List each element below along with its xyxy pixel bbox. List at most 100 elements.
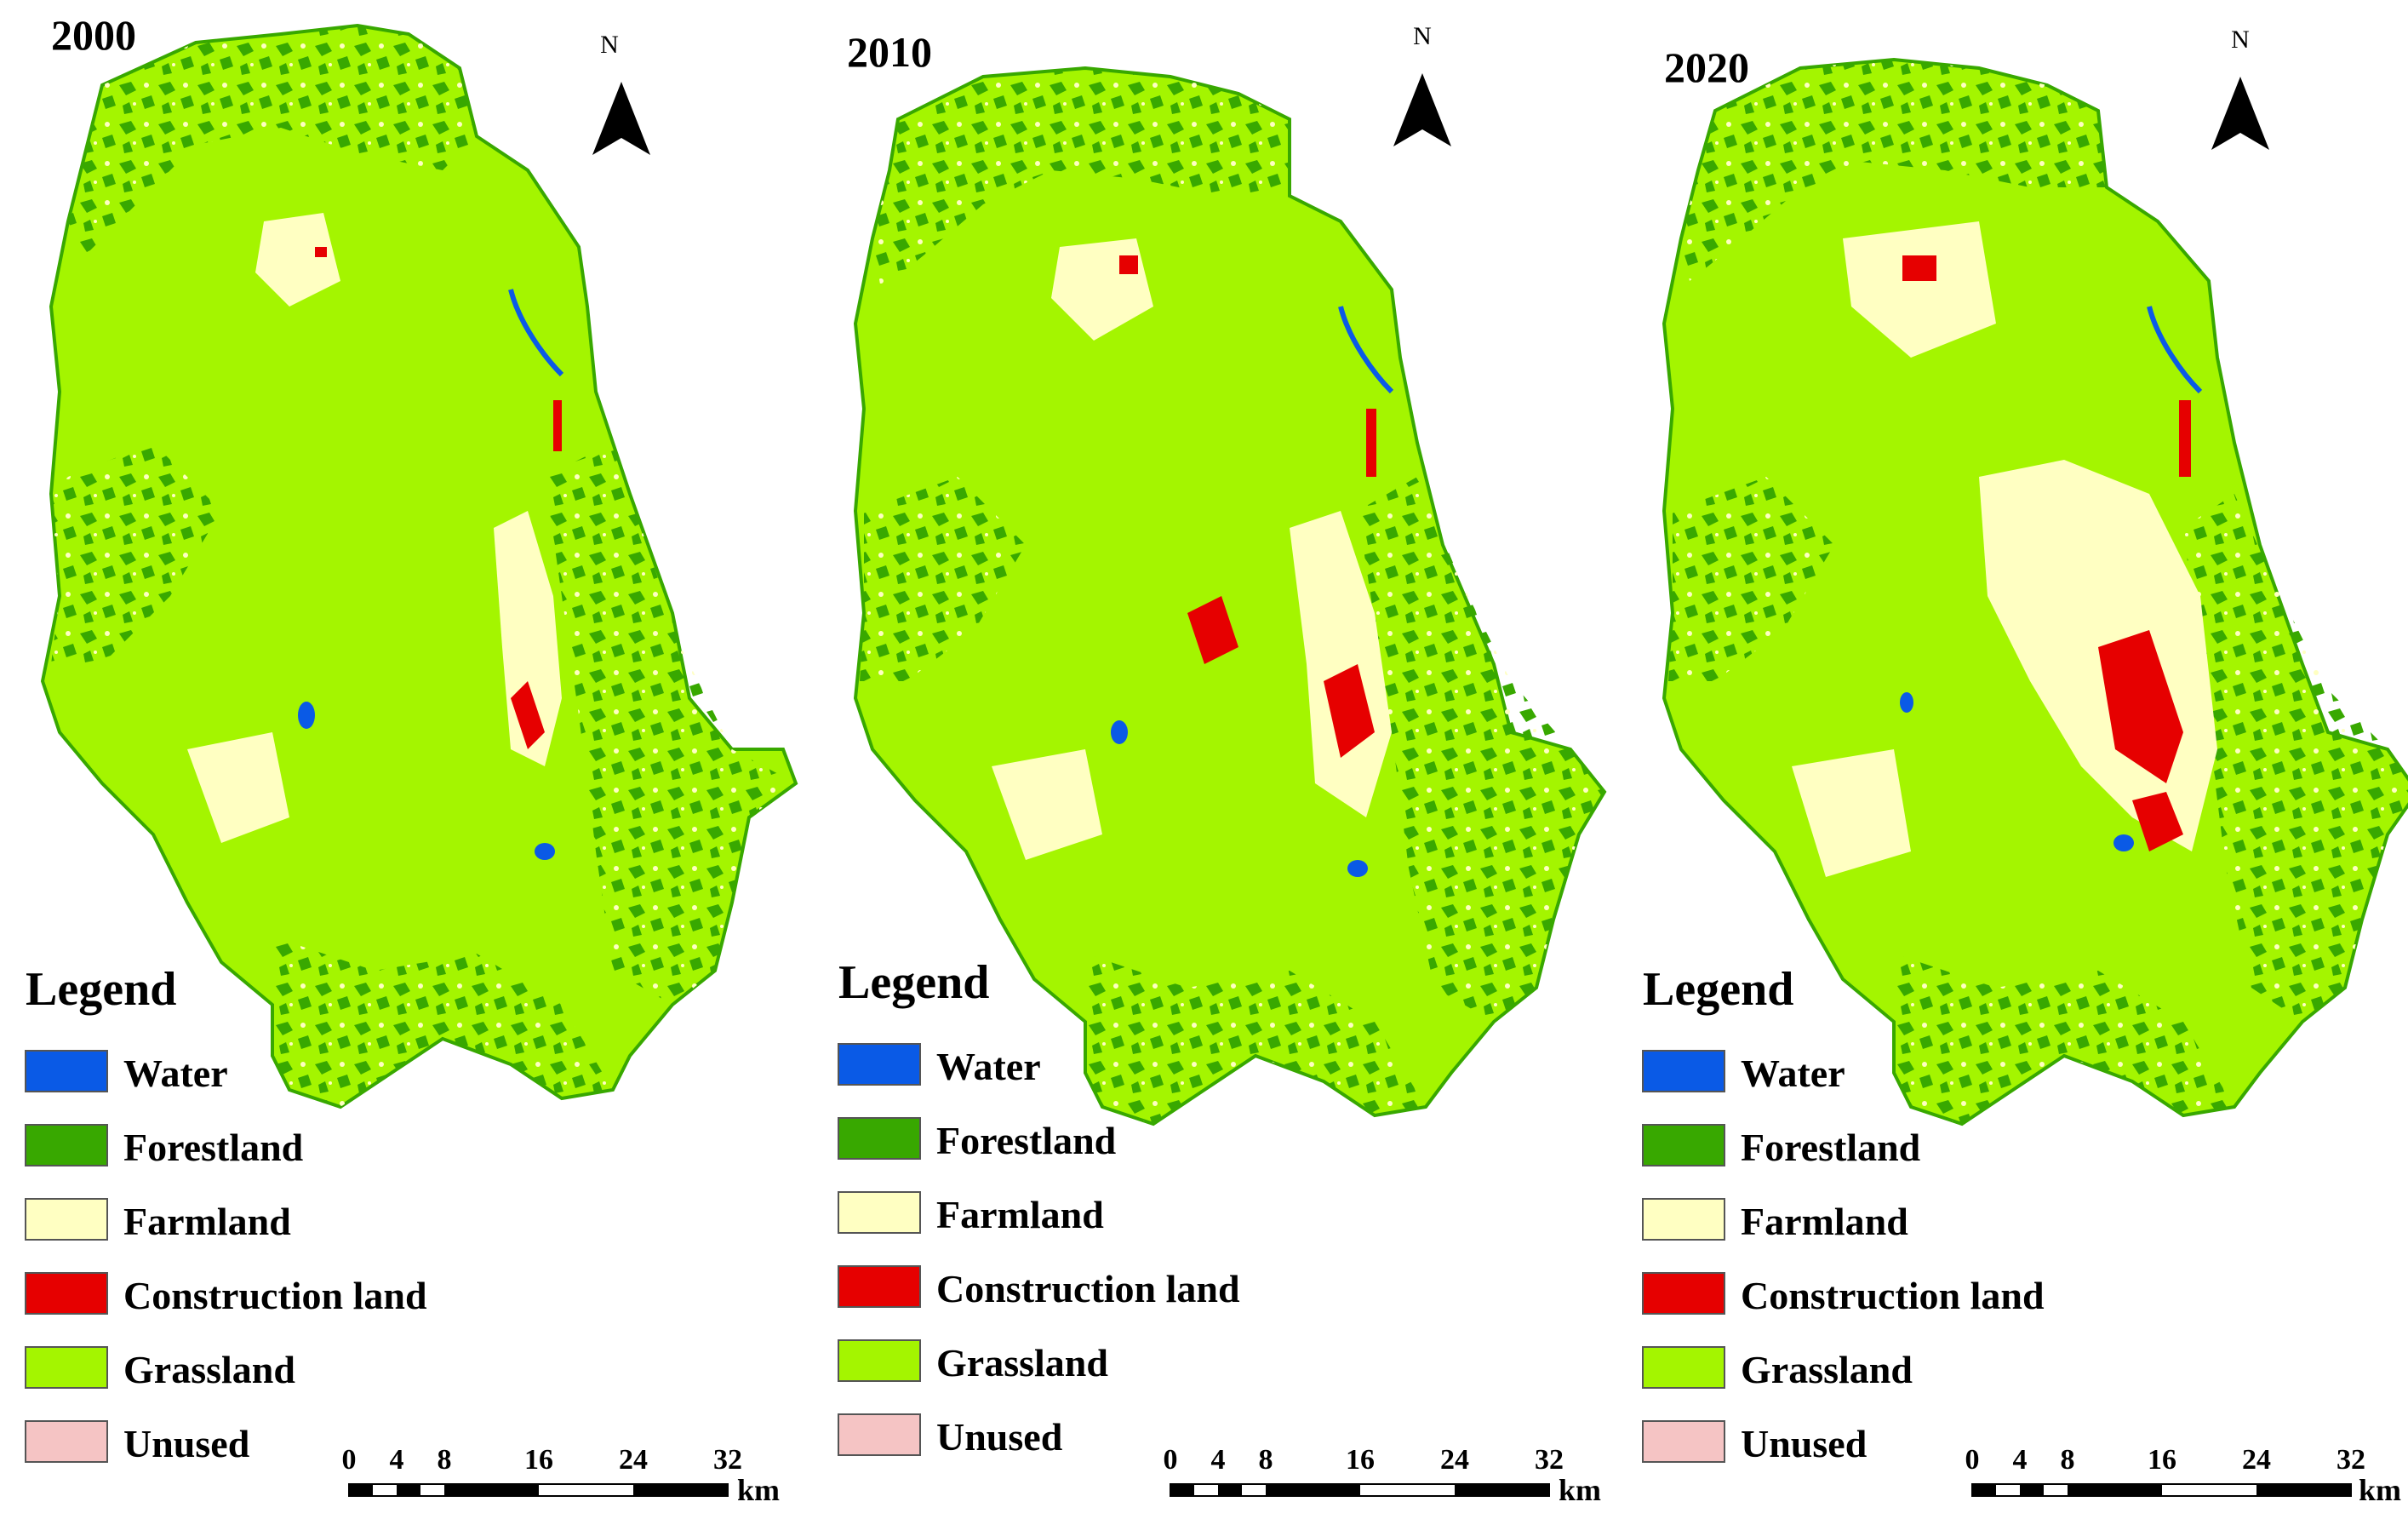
- construction-corridor: [553, 400, 562, 451]
- construction-west: [1187, 596, 1238, 664]
- scale-tick-label: 4: [2013, 1444, 2028, 1476]
- svg-text:Forestland: Forestland: [1741, 1126, 1921, 1169]
- construction-corridor: [1366, 409, 1376, 477]
- forestland-north: [1681, 60, 2107, 281]
- scale-tick-label: 16: [1346, 1444, 1375, 1476]
- svg-text:Construction land: Construction land: [936, 1267, 1240, 1310]
- legend-item-unused: Unused: [838, 1413, 1063, 1459]
- lake: [2113, 834, 2134, 851]
- panel-2000: 2000 N Legend Water: [25, 11, 798, 1507]
- river: [2147, 306, 2203, 394]
- legend: Legend Water Forestland Farmland Constru…: [25, 963, 427, 1465]
- legend-item-unused: Unused: [1642, 1420, 1867, 1465]
- legend-item-grassland: Grassland: [1642, 1346, 1913, 1391]
- scale-tick-label: 16: [524, 1444, 553, 1476]
- farmland-valley: [494, 511, 562, 766]
- scale-tick-label: 8: [438, 1444, 452, 1476]
- legend-title: Legend: [26, 963, 176, 1016]
- scale-unit-label: km: [2359, 1473, 2401, 1507]
- svg-text:Water: Water: [1741, 1052, 1845, 1095]
- forestland-east: [2183, 494, 2408, 1022]
- legend-item-grassland: Grassland: [25, 1346, 295, 1391]
- svg-text:Unused: Unused: [123, 1422, 250, 1465]
- svg-text:Forestland: Forestland: [123, 1126, 304, 1169]
- forestland-west: [860, 477, 1026, 681]
- scale-tick-label: 8: [2061, 1444, 2075, 1476]
- legend-title: Legend: [838, 956, 989, 1009]
- panel-2010: 2010 N Legend Water: [838, 22, 1607, 1507]
- river: [1338, 306, 1394, 394]
- panel-year-label: 2010: [847, 28, 932, 76]
- forestland-north: [872, 68, 1290, 289]
- scale-tick-label: 24: [1440, 1444, 1469, 1476]
- forestland-north: [68, 26, 477, 255]
- legend-item-water: Water: [25, 1050, 228, 1095]
- construction-village: [1902, 255, 1936, 281]
- farmland-sw: [992, 749, 1102, 860]
- svg-text:Construction land: Construction land: [1741, 1274, 2045, 1317]
- scale-tick-label: 24: [619, 1444, 648, 1476]
- scale-tick-label: 0: [1164, 1444, 1178, 1476]
- farmland-sw: [187, 732, 289, 843]
- forestland-south: [272, 937, 613, 1107]
- legend-item-construction-land: Construction land: [838, 1265, 1240, 1310]
- legend-item-water: Water: [1642, 1050, 1845, 1095]
- north-arrow-icon: N: [1393, 22, 1451, 146]
- lake: [535, 843, 555, 860]
- forestland-west: [51, 443, 221, 664]
- construction-village: [1119, 255, 1138, 274]
- svg-text:Forestland: Forestland: [936, 1119, 1117, 1162]
- construction-town: [2098, 630, 2183, 783]
- scale-tick-label: 16: [2148, 1444, 2176, 1476]
- svg-text:Farmland: Farmland: [936, 1193, 1104, 1236]
- legend-item-farmland: Farmland: [1642, 1198, 1908, 1243]
- legend-item-forestland: Forestland: [1642, 1124, 1921, 1169]
- svg-text:Grassland: Grassland: [1741, 1348, 1913, 1391]
- scale-tick-label: 0: [1965, 1444, 1980, 1476]
- svg-text:Unused: Unused: [1741, 1422, 1867, 1465]
- region-map: [853, 66, 1607, 1126]
- panel-2020: 2020 N Legend Water: [1642, 26, 2408, 1507]
- scale-tick-label: 32: [2337, 1444, 2365, 1476]
- scale-tick-label: 32: [1535, 1444, 1564, 1476]
- scale-unit-label: km: [737, 1473, 780, 1507]
- scale-tick-label: 4: [1211, 1444, 1226, 1476]
- svg-text:Water: Water: [123, 1052, 228, 1095]
- scale-tick-label: 24: [2242, 1444, 2271, 1476]
- scale-tick-label: 8: [1259, 1444, 1273, 1476]
- construction-village: [315, 247, 327, 257]
- legend-item-construction-land: Construction land: [25, 1272, 427, 1317]
- scale-tick-label: 0: [342, 1444, 357, 1476]
- reservoir: [298, 702, 315, 729]
- legend-item-forestland: Forestland: [25, 1124, 304, 1169]
- legend-item-farmland: Farmland: [25, 1198, 291, 1243]
- north-arrow-icon: N: [592, 31, 650, 155]
- scale-bar: 0 4 8 16 24 32 km: [1164, 1444, 1602, 1507]
- panel-year-label: 2000: [51, 11, 136, 59]
- north-label: N: [2231, 26, 2250, 54]
- construction-south: [2132, 792, 2183, 851]
- farmland-valley: [1290, 511, 1392, 817]
- forestland-east: [545, 443, 796, 1005]
- svg-text:Construction land: Construction land: [123, 1274, 427, 1317]
- lake: [1347, 860, 1368, 877]
- svg-text:Farmland: Farmland: [1741, 1200, 1908, 1243]
- svg-text:Unused: Unused: [936, 1415, 1063, 1459]
- region-map: [40, 23, 798, 1109]
- forestland-south: [1894, 954, 2234, 1124]
- legend: Legend Water Forestland Farmland Constru…: [1642, 963, 2045, 1465]
- legend: Legend Water Forestland Farmland Constru…: [838, 956, 1240, 1459]
- construction-town: [511, 681, 545, 749]
- reservoir: [1111, 720, 1128, 744]
- legend-item-water: Water: [838, 1043, 1041, 1088]
- forestland-east: [1358, 477, 1604, 1022]
- reservoir: [1900, 692, 1913, 713]
- construction-corridor: [2179, 400, 2191, 477]
- svg-text:Water: Water: [936, 1045, 1041, 1088]
- svg-text:Grassland: Grassland: [123, 1348, 295, 1391]
- legend-title: Legend: [1643, 963, 1793, 1016]
- svg-text:Grassland: Grassland: [936, 1341, 1108, 1384]
- farmland-sw: [1792, 749, 1911, 877]
- legend-item-farmland: Farmland: [838, 1191, 1104, 1236]
